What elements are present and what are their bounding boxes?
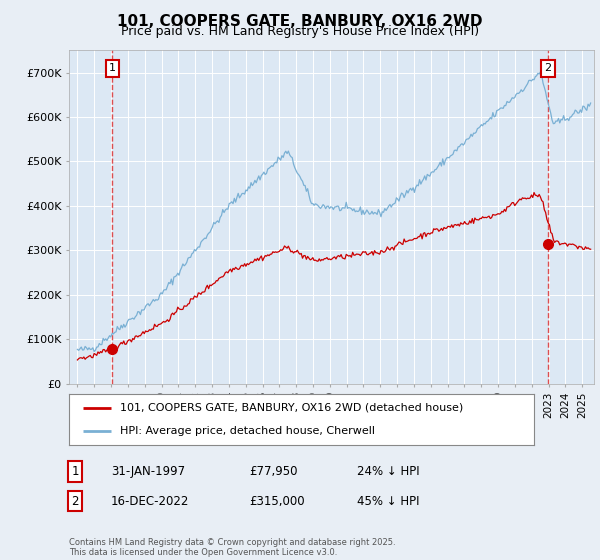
Text: £77,950: £77,950 <box>249 465 298 478</box>
Text: HPI: Average price, detached house, Cherwell: HPI: Average price, detached house, Cher… <box>120 426 375 436</box>
Text: 31-JAN-1997: 31-JAN-1997 <box>111 465 185 478</box>
Text: 2: 2 <box>544 63 551 73</box>
Text: Contains HM Land Registry data © Crown copyright and database right 2025.
This d: Contains HM Land Registry data © Crown c… <box>69 538 395 557</box>
Text: 24% ↓ HPI: 24% ↓ HPI <box>357 465 419 478</box>
Text: Price paid vs. HM Land Registry's House Price Index (HPI): Price paid vs. HM Land Registry's House … <box>121 25 479 38</box>
Text: 2: 2 <box>71 494 79 508</box>
Text: 101, COOPERS GATE, BANBURY, OX16 2WD: 101, COOPERS GATE, BANBURY, OX16 2WD <box>117 14 483 29</box>
Text: £315,000: £315,000 <box>249 494 305 508</box>
Text: 1: 1 <box>71 465 79 478</box>
Text: 1: 1 <box>109 63 116 73</box>
Text: 101, COOPERS GATE, BANBURY, OX16 2WD (detached house): 101, COOPERS GATE, BANBURY, OX16 2WD (de… <box>120 403 463 413</box>
Text: 16-DEC-2022: 16-DEC-2022 <box>111 494 190 508</box>
Text: 45% ↓ HPI: 45% ↓ HPI <box>357 494 419 508</box>
